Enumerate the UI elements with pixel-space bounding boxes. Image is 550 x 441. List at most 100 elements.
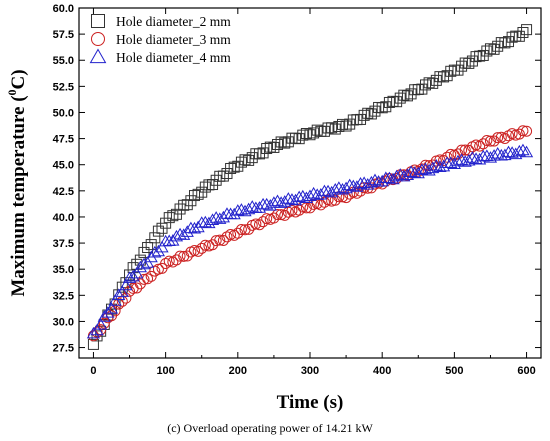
- legend-marker-circle: [91, 32, 105, 46]
- data-point: [328, 183, 342, 195]
- data-point: [94, 318, 108, 330]
- data-point: [210, 174, 222, 186]
- y-tick-label: 57.5: [53, 29, 74, 41]
- x-tick-label: 200: [229, 365, 247, 377]
- y-tick-label: 27.5: [53, 343, 74, 355]
- y-tick-label: 37.5: [53, 238, 74, 250]
- data-point: [454, 153, 469, 165]
- data-point: [456, 60, 468, 72]
- data-point: [205, 213, 220, 225]
- data-point: [166, 234, 180, 246]
- data-point: [108, 294, 122, 306]
- data-point: [306, 186, 321, 199]
- data-point: [87, 338, 99, 350]
- data-point: [250, 148, 262, 160]
- data-point: [104, 302, 119, 314]
- y-tick-label: 32.5: [53, 290, 74, 302]
- data-point: [297, 129, 309, 141]
- data-point: [160, 258, 172, 270]
- data-point: [353, 177, 368, 189]
- data-point: [267, 196, 281, 208]
- data-point: [189, 245, 200, 257]
- data-point: [239, 154, 251, 166]
- data-point: [97, 310, 111, 322]
- data-point: [335, 182, 350, 195]
- y-axis-ticks: 27.5 30.0 32.5 35.0 37.5 40.0 42.5 45.0 47.5 50.0…: [53, 3, 541, 355]
- data-point: [491, 147, 505, 159]
- data-point: [210, 235, 222, 247]
- data-point: [232, 227, 244, 239]
- data-point: [368, 173, 382, 186]
- data-point: [505, 146, 519, 158]
- data-point: [86, 326, 101, 339]
- data-point: [152, 225, 164, 237]
- x-axis-title: Time (s): [277, 392, 344, 413]
- data-point: [438, 71, 450, 83]
- data-point: [217, 170, 229, 182]
- data-point: [274, 196, 288, 208]
- data-point: [401, 90, 413, 102]
- data-point: [133, 260, 147, 273]
- data-point: [281, 192, 295, 204]
- data-point: [272, 209, 284, 221]
- data-point: [115, 285, 129, 297]
- data-point: [398, 89, 410, 101]
- data-point: [351, 114, 363, 126]
- data-point: [311, 124, 323, 136]
- data-point: [326, 195, 338, 207]
- data-point: [315, 199, 327, 211]
- x-tick-label: 100: [156, 365, 174, 377]
- data-point: [519, 145, 534, 158]
- data-point: [98, 317, 110, 329]
- data-point: [257, 216, 269, 228]
- data-point: [492, 132, 504, 144]
- x-axis-ticks: 0 100 200 300 400 500 600: [90, 8, 536, 377]
- y-tick-label: 52.5: [53, 81, 74, 93]
- legend-label: Hole diameter_3 mm: [116, 32, 231, 47]
- data-point: [462, 153, 476, 166]
- data-point: [149, 232, 161, 244]
- data-point: [232, 160, 244, 172]
- data-point: [195, 216, 209, 228]
- data-point: [357, 176, 371, 188]
- data-point: [192, 188, 204, 200]
- data-point: [350, 180, 364, 192]
- data-point: [275, 209, 287, 221]
- data-point: [134, 278, 146, 290]
- data-point: [112, 288, 126, 300]
- data-point: [458, 155, 472, 167]
- data-point: [480, 149, 494, 161]
- data-point: [423, 77, 435, 89]
- data-point: [501, 145, 516, 158]
- x-tick-label: 300: [301, 365, 319, 377]
- data-point: [447, 157, 461, 170]
- data-point: [418, 162, 433, 175]
- data-point: [409, 84, 421, 96]
- data-point: [361, 178, 375, 190]
- x-tick-label: 0: [90, 365, 96, 377]
- data-point: [196, 242, 208, 254]
- data-point: [429, 159, 443, 171]
- data-point: [288, 193, 303, 206]
- data-point: [243, 223, 255, 235]
- data-point: [459, 144, 471, 156]
- data-point: [434, 71, 446, 83]
- data-point: [369, 105, 381, 117]
- data-point: [344, 118, 356, 130]
- data-point: [484, 135, 496, 147]
- data-point: [243, 154, 255, 166]
- data-point: [426, 161, 440, 174]
- data-point: [292, 190, 306, 203]
- data-point: [404, 165, 418, 177]
- data-point: [343, 178, 357, 191]
- data-point: [358, 109, 370, 121]
- data-point: [326, 122, 338, 134]
- data-point: [207, 179, 219, 191]
- data-point: [91, 326, 103, 338]
- data-point: [245, 200, 259, 212]
- data-point: [124, 269, 136, 281]
- data-point: [174, 203, 186, 215]
- data-point: [463, 57, 475, 69]
- data-point: [336, 118, 348, 130]
